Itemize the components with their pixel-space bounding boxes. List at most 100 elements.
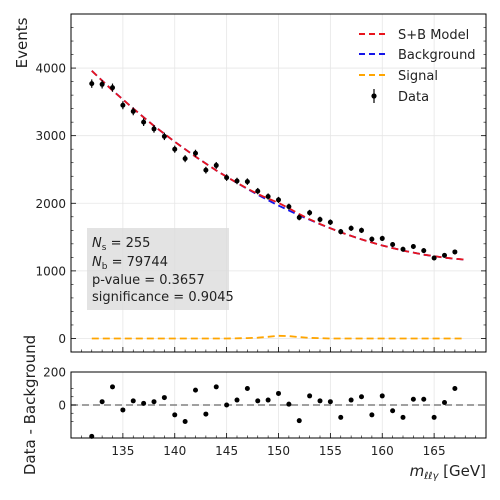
residual-point xyxy=(161,395,167,401)
data-point xyxy=(203,167,209,173)
data-point xyxy=(348,225,354,231)
residual-point xyxy=(338,414,344,420)
residual-point xyxy=(141,400,147,406)
legend-data-label: Data xyxy=(398,90,429,105)
stats-ns: Ns = 255 xyxy=(92,236,150,253)
data-point xyxy=(317,217,323,223)
data-point xyxy=(224,175,230,181)
x-axis-label-symbol: m xyxy=(410,462,425,480)
data-point xyxy=(421,248,427,254)
residual-point xyxy=(172,412,178,418)
main-y-axis-label: Events xyxy=(13,17,31,68)
legend-data-marker xyxy=(371,93,377,99)
x-tick-label: 135 xyxy=(111,444,134,458)
x-tick-label: 140 xyxy=(163,444,186,458)
data-point xyxy=(213,162,219,168)
residual-point xyxy=(307,393,313,399)
x-tick-label: 165 xyxy=(423,444,446,458)
main-panel: 0 1000 2000 3000 4000 Events Ns = 255 Nb = 7… xyxy=(13,13,487,353)
residual-point xyxy=(296,418,302,424)
ns-value: = 255 xyxy=(106,236,150,251)
main-y-tick-label: 3000 xyxy=(35,129,66,143)
x-axis-label-unit: [GeV] xyxy=(438,462,486,480)
legend: S+B Model Background Signal Data xyxy=(359,28,476,105)
nb-subscript: b xyxy=(102,262,108,272)
data-point xyxy=(265,194,271,200)
residual-y-axis-label: Data - Background xyxy=(21,335,39,475)
residual-point xyxy=(193,387,198,393)
x-tick-label: 155 xyxy=(319,444,342,458)
x-axis-label-subscript: ℓℓγ xyxy=(424,471,439,482)
ns-subscript: s xyxy=(102,243,107,253)
data-point xyxy=(296,214,302,220)
data-point xyxy=(410,244,416,250)
data-point xyxy=(110,85,115,91)
data-point xyxy=(234,178,240,184)
data-point xyxy=(244,179,250,185)
main-x-axis-ticks xyxy=(81,347,476,352)
residual-point xyxy=(130,398,136,404)
data-point xyxy=(338,229,344,235)
residual-point xyxy=(255,398,261,404)
residual-point xyxy=(410,396,416,402)
residual-point xyxy=(224,402,230,408)
residual-point xyxy=(151,399,157,405)
residual-point xyxy=(400,414,406,420)
residual-point xyxy=(359,394,364,400)
legend-background-label: Background xyxy=(398,48,476,63)
stats-annotation: Ns = 255 Nb = 79744 p-value = 0.3657 sig… xyxy=(87,228,234,310)
stats-box xyxy=(87,228,229,310)
residual-point xyxy=(431,414,437,420)
data-point xyxy=(431,255,437,261)
x-tick-label: 160 xyxy=(371,444,394,458)
data-point xyxy=(172,146,178,152)
data-point xyxy=(390,242,396,248)
residual-point xyxy=(99,399,105,405)
main-y-tick-label: 0 xyxy=(58,332,66,346)
data-point xyxy=(141,119,147,125)
residual-point xyxy=(120,407,126,413)
data-point xyxy=(151,126,157,132)
data-point xyxy=(379,235,385,241)
main-y-tick-label: 1000 xyxy=(35,264,66,278)
residual-point xyxy=(317,398,323,404)
data-point xyxy=(255,188,261,194)
residual-point xyxy=(452,386,458,391)
residual-y-tick-label: 200 xyxy=(43,366,66,380)
nb-symbol: N xyxy=(92,255,102,270)
residual-point xyxy=(286,401,292,407)
residual-point xyxy=(203,411,209,417)
data-point xyxy=(452,249,458,255)
residual-point xyxy=(182,419,188,424)
data-point xyxy=(327,219,333,225)
x-tick-label: 150 xyxy=(267,444,290,458)
data-point xyxy=(193,150,198,156)
data-point xyxy=(161,133,167,139)
residual-point xyxy=(234,397,240,403)
signal-series xyxy=(91,334,466,340)
data-point xyxy=(130,108,136,114)
data-point xyxy=(286,204,292,210)
legend-sb-label: S+B Model xyxy=(398,28,469,43)
stats-nb: Nb = 79744 xyxy=(92,255,168,272)
residual-y-tick-label: 0 xyxy=(58,399,66,413)
stats-pvalue: p-value = 0.3657 xyxy=(92,273,205,288)
residual-point xyxy=(348,397,354,403)
residual-series xyxy=(89,384,458,439)
data-series xyxy=(89,79,458,261)
main-y-tick-label: 4000 xyxy=(35,62,66,76)
data-point xyxy=(359,227,364,233)
residual-point xyxy=(110,384,115,390)
data-point xyxy=(120,102,126,108)
nb-value: = 79744 xyxy=(107,255,168,270)
x-tick-label: 145 xyxy=(215,444,238,458)
data-point xyxy=(369,236,375,242)
main-y-axis: 0 1000 2000 3000 4000 xyxy=(35,13,486,353)
residual-point xyxy=(213,384,219,390)
stats-significance: significance = 0.9045 xyxy=(92,290,234,305)
residual-point xyxy=(442,400,447,406)
main-y-tick-label: 2000 xyxy=(35,197,66,211)
data-point xyxy=(442,252,447,258)
data-point xyxy=(89,81,95,87)
